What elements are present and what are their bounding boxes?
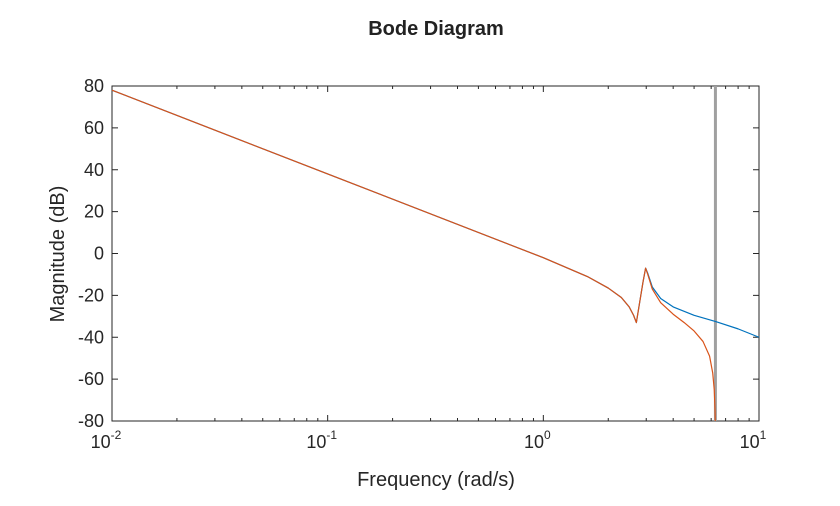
x-tick-label: 100 <box>524 428 551 452</box>
x-tick-label: 10-1 <box>306 428 337 452</box>
y-tick-label: -40 <box>78 327 104 347</box>
y-tick-label: 80 <box>84 76 104 96</box>
y-tick-label: 60 <box>84 118 104 138</box>
plot-area <box>111 85 760 422</box>
x-tick-base: 10 <box>91 432 111 452</box>
plot-box <box>111 85 760 422</box>
y-tick-label: -20 <box>78 285 104 305</box>
y-tick-label: 40 <box>84 160 104 180</box>
x-tick-base: 10 <box>524 432 544 452</box>
x-tick-exponent: -2 <box>111 428 122 442</box>
x-tick-exponent: 0 <box>544 428 551 442</box>
x-tick-labels: 10-2 10-1 100 101 <box>91 428 767 452</box>
y-tick-label: 20 <box>84 202 104 222</box>
y-tick-label: -80 <box>78 411 104 431</box>
chart-title: Bode Diagram <box>368 18 504 40</box>
x-tick-exponent: -1 <box>326 428 337 442</box>
x-tick-base: 10 <box>306 432 326 452</box>
x-tick-exponent: 1 <box>760 428 767 442</box>
y-tick-labels: 80 60 40 20 0 -20 -40 -60 -80 <box>78 76 104 431</box>
y-tick-label: -60 <box>78 369 104 389</box>
y-axis-label: Magnitude (dB) <box>47 186 69 323</box>
x-tick-label: 10-2 <box>91 428 122 452</box>
series-line-2 <box>111 89 716 422</box>
series-layer <box>111 86 760 422</box>
x-tick-base: 10 <box>740 432 760 452</box>
x-tick-label: 101 <box>740 428 767 452</box>
axis-ticks <box>111 85 760 422</box>
x-axis-label: Frequency (rad/s) <box>357 469 515 491</box>
y-tick-label: 0 <box>94 244 104 264</box>
